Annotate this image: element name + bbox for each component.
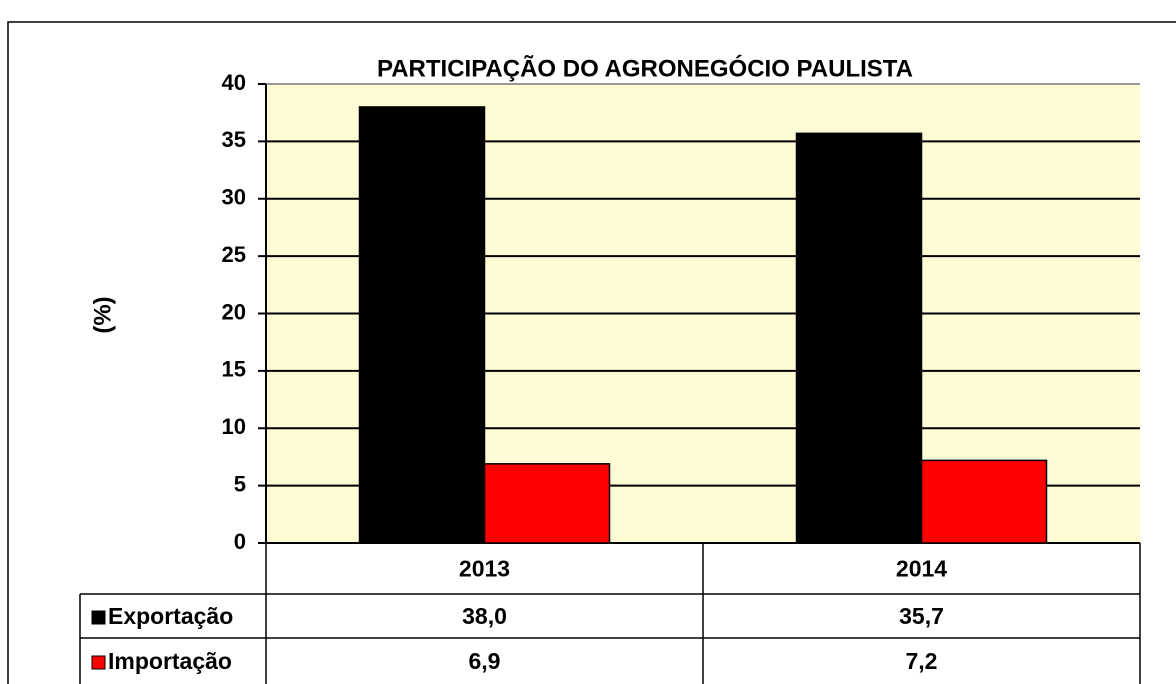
- chart-title: PARTICIPAÇÃO DO AGRONEGÓCIO PAULISTA: [377, 54, 913, 82]
- y-tick-label: 25: [222, 242, 246, 267]
- y-tick-label: 5: [234, 471, 246, 496]
- y-tick-label: 40: [222, 70, 246, 95]
- frame: [7, 21, 1176, 684]
- data-label: 35,7: [899, 603, 944, 629]
- y-tick-label: 35: [222, 127, 246, 152]
- y-tick-label: 0: [234, 529, 246, 554]
- x-tick-label: 2014: [896, 556, 947, 582]
- y-tick-label: 20: [222, 299, 246, 324]
- x-tick-label: 2013: [459, 556, 510, 582]
- y-tick-label: 15: [222, 357, 246, 382]
- data-label: 6,9: [469, 648, 501, 674]
- legend-swatch: [91, 610, 106, 625]
- bar: [795, 132, 923, 544]
- y-tick-label: 30: [222, 185, 246, 210]
- bar: [483, 463, 611, 544]
- y-axis-label: (%): [89, 296, 116, 333]
- legend-label: Importação: [108, 648, 232, 674]
- legend-label: Exportação: [108, 603, 233, 629]
- bar: [358, 106, 486, 544]
- y-tick-label: 10: [222, 414, 246, 439]
- legend-swatch: [91, 655, 106, 670]
- bar: [920, 459, 1048, 544]
- data-label: 7,2: [906, 648, 938, 674]
- data-label: 38,0: [462, 603, 507, 629]
